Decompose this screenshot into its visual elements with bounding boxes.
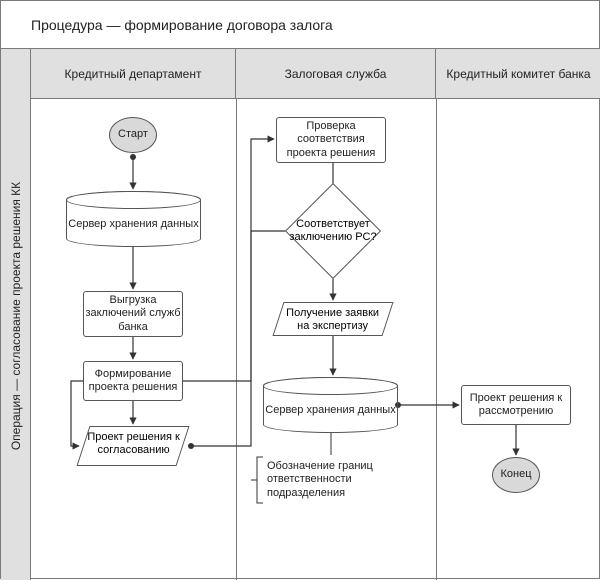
datastore-2-label: Сервер хранения данных xyxy=(264,388,397,434)
title-bar: Процедура — формирование договора залога xyxy=(1,1,599,49)
decision-node: Соответствует заключению РС? xyxy=(299,197,367,265)
doc-draft: Проект решения к согласованию xyxy=(77,426,190,466)
process-form-decision: Формирование проекта решения xyxy=(83,361,183,401)
doc-draft-label: Проект решения к согласованию xyxy=(85,427,183,461)
lanes-body: Старт Сервер хранения данных Выгрузка за… xyxy=(31,99,600,580)
flow-arrows xyxy=(31,99,600,580)
process-form-decision-label: Формирование проекта решения xyxy=(84,368,182,394)
start-node: Старт xyxy=(109,117,157,153)
page-title: Процедура — формирование договора залога xyxy=(31,17,333,33)
start-label: Старт xyxy=(118,128,148,141)
sidebar: Операция — согласование проекта решения … xyxy=(1,49,31,580)
lane-divider-1 xyxy=(236,99,237,580)
doc-expert-request-label: Получение заявки на экспертизу xyxy=(279,303,387,337)
end-node: Конец xyxy=(492,457,540,493)
diagram-frame: Процедура — формирование договора залога… xyxy=(0,0,600,579)
datastore-1: Сервер хранения данных xyxy=(66,191,201,247)
process-export: Выгрузка заключений служб банка xyxy=(83,291,183,337)
process-check: Проверка соответствия проекта решения xyxy=(276,117,386,163)
doc-expert-request: Получение заявки на экспертизу xyxy=(272,302,393,336)
end-label: Конец xyxy=(500,468,531,481)
lane-header-1: Кредитный департамент xyxy=(31,49,236,98)
lanes-header: Кредитный департамент Залоговая служба К… xyxy=(31,49,600,99)
process-review: Проект решения к рассмотрению xyxy=(461,385,571,425)
decision-label: Соответствует заключению РС? xyxy=(287,197,379,265)
datastore-1-label: Сервер хранения данных xyxy=(67,202,200,248)
lane-header-3: Кредитный комитет банка xyxy=(436,49,600,98)
process-check-label: Проверка соответствия проекта решения xyxy=(277,120,385,160)
datastore-2: Сервер хранения данных xyxy=(263,377,398,433)
process-export-label: Выгрузка заключений служб банка xyxy=(84,294,182,334)
lane-divider-2 xyxy=(436,99,437,580)
annotation-label: Обозначение границ ответственности подра… xyxy=(267,460,398,500)
annotation-note: Обозначение границ ответственности подра… xyxy=(263,457,398,503)
lane-header-2: Залоговая служба xyxy=(236,49,436,98)
process-review-label: Проект решения к рассмотрению xyxy=(462,392,570,418)
sidebar-label: Операция — согласование проекта решения … xyxy=(9,146,23,486)
